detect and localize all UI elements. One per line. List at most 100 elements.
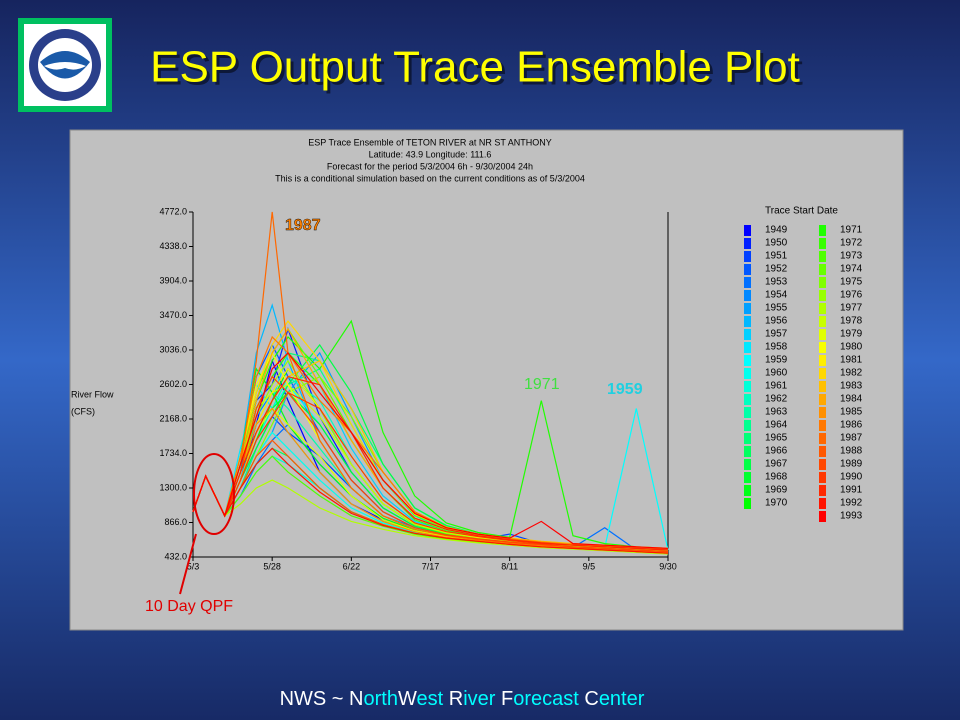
legend-swatch — [819, 433, 826, 444]
legend-label: 1973 — [840, 251, 863, 262]
chart-panel — [69, 129, 904, 631]
y-tick-label: 1734.0 — [159, 448, 187, 458]
annotation: 1971 — [524, 376, 560, 393]
legend-swatch — [819, 329, 826, 340]
footer-part: C — [584, 688, 598, 710]
trace-line — [192, 351, 669, 549]
legend-swatch — [744, 446, 751, 457]
legend-label: 1969 — [765, 485, 788, 496]
legend-swatch — [819, 264, 826, 275]
x-tick-label: 7/17 — [422, 561, 440, 571]
legend-label: 1949 — [765, 225, 788, 236]
legend-label: 1978 — [840, 316, 863, 327]
legend-swatch — [819, 420, 826, 431]
legend-label: 1967 — [765, 459, 788, 470]
chart-title: ESP Trace Ensemble of TETON RIVER at NR … — [308, 137, 551, 147]
y-tick-label: 4338.0 — [159, 241, 187, 251]
footer-part: iver — [463, 688, 501, 710]
y-axis-label: (CFS) — [71, 406, 95, 416]
legend-label: 1966 — [765, 446, 788, 457]
legend-swatch — [819, 225, 826, 236]
legend-label: 1971 — [840, 225, 863, 236]
legend-swatch — [744, 355, 751, 366]
footer-part: est — [416, 688, 448, 710]
legend-label: 1984 — [840, 394, 863, 405]
y-tick-label: 432.0 — [164, 551, 187, 561]
legend-swatch — [744, 420, 751, 431]
footer-part: N — [349, 688, 363, 710]
legend-label: 1974 — [840, 264, 863, 275]
legend-swatch — [819, 394, 826, 405]
annotation: 1959 — [607, 381, 643, 398]
trace-line — [192, 335, 669, 550]
chart-subtitle: This is a conditional simulation based o… — [275, 173, 585, 183]
annotation: 1987 — [285, 217, 321, 234]
legend-swatch — [744, 329, 751, 340]
legend-label: 1986 — [840, 420, 863, 431]
legend-swatch — [819, 277, 826, 288]
annotation: 10 Day QPF — [145, 598, 233, 615]
legend-swatch — [744, 433, 751, 444]
legend-swatch — [744, 303, 751, 314]
legend-swatch — [819, 446, 826, 457]
legend-swatch — [819, 472, 826, 483]
legend-label: 1960 — [765, 368, 788, 379]
x-tick-label: 5/28 — [263, 561, 281, 571]
legend-swatch — [744, 472, 751, 483]
x-tick-label: 8/11 — [501, 561, 518, 571]
legend-swatch — [744, 290, 751, 301]
legend-label: 1970 — [765, 498, 788, 509]
footer-part: R — [449, 688, 463, 710]
legend-label: 1985 — [840, 407, 863, 418]
legend-label: 1991 — [840, 485, 863, 496]
chart-subtitle: Latitude: 43.9 Longitude: 111.6 — [369, 149, 492, 159]
y-tick-label: 4772.0 — [159, 206, 187, 216]
legend-swatch — [744, 316, 751, 327]
legend-swatch — [744, 225, 751, 236]
legend-swatch — [819, 355, 826, 366]
chart: ESP Trace Ensemble of TETON RIVER at NR … — [71, 137, 863, 615]
footer-part: orecast — [513, 688, 584, 710]
legend-label: 1964 — [765, 420, 788, 431]
legend-swatch — [744, 498, 751, 509]
title-shadow: ESP Output Trace Ensemble Plot — [153, 46, 803, 95]
legend-label: 1963 — [765, 407, 788, 418]
legend-label: 1988 — [840, 446, 863, 457]
qpf-pointer — [179, 533, 197, 595]
y-tick-label: 2168.0 — [159, 413, 187, 423]
footer-part: orth — [364, 688, 398, 710]
legend-swatch — [819, 342, 826, 353]
legend-label: 1993 — [840, 511, 863, 522]
y-tick-label: 2602.0 — [159, 379, 187, 389]
legend-label: 1955 — [765, 303, 788, 314]
footer-part: enter — [599, 688, 645, 710]
legend-swatch — [744, 459, 751, 470]
legend-label: 1956 — [765, 316, 788, 327]
legend-label: 1952 — [765, 264, 788, 275]
legend-swatch — [744, 277, 751, 288]
legend-label: 1992 — [840, 498, 863, 509]
qpf-ellipse — [193, 453, 235, 535]
legend-label: 1968 — [765, 472, 788, 483]
legend-swatch — [819, 511, 826, 522]
y-tick-label: 866.0 — [164, 517, 187, 527]
legend-label: 1976 — [840, 290, 863, 301]
legend-label: 1979 — [840, 329, 863, 340]
y-tick-label: 1300.0 — [159, 482, 187, 492]
x-tick-label: 5/3 — [187, 561, 200, 571]
legend-label: 1962 — [765, 394, 788, 405]
legend-label: 1951 — [765, 251, 788, 262]
legend-label: 1958 — [765, 342, 788, 353]
legend-label: 1959 — [765, 355, 788, 366]
legend-swatch — [819, 381, 826, 392]
footer-part: F — [501, 688, 513, 710]
y-axis-label: River Flow — [71, 389, 114, 399]
y-tick-label: 3470.0 — [159, 310, 187, 320]
legend-label: 1980 — [840, 342, 863, 353]
legend-label: 1950 — [765, 238, 788, 249]
legend-swatch — [819, 238, 826, 249]
x-tick-label: 9/30 — [659, 561, 677, 571]
legend-swatch — [819, 290, 826, 301]
logo — [18, 18, 112, 112]
